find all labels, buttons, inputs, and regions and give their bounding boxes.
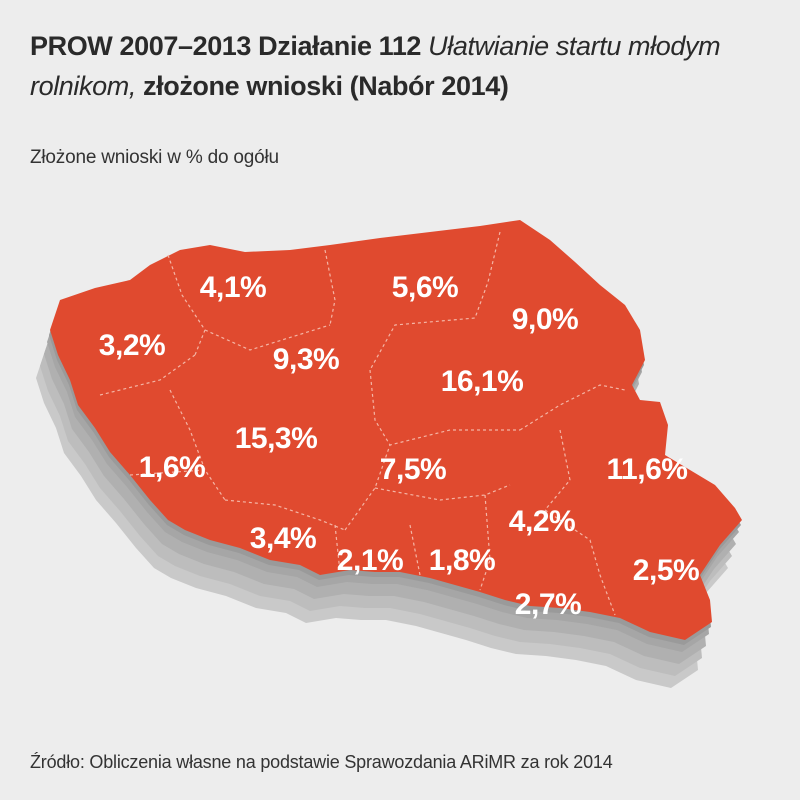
region-label-mazowieckie: 16,1% bbox=[441, 365, 524, 398]
region-label-lubuskie: 3,2% bbox=[99, 329, 165, 362]
region-label-podkarpackie: 2,5% bbox=[633, 554, 699, 587]
map-subtitle: Złożone wnioski w % do ogółu bbox=[30, 147, 279, 168]
region-label-opolskie: 3,4% bbox=[250, 522, 316, 555]
region-label-pomorskie: 5,6% bbox=[392, 271, 458, 304]
region-label-lodzkie: 7,5% bbox=[380, 453, 446, 486]
title-part-3: złożone wnioski (Nabór 2014) bbox=[135, 71, 509, 101]
region-labels: 4,1% 5,6% 9,0% 3,2% 9,3% 16,1% 15,3% 1,6… bbox=[99, 271, 700, 621]
region-label-dolnoslaskie: 1,6% bbox=[139, 451, 205, 484]
region-label-slaskie: 2,1% bbox=[337, 544, 403, 577]
title-part-1: PROW 2007–2013 Działanie 112 bbox=[30, 31, 429, 61]
region-label-podkarpackie-south: 2,7% bbox=[515, 588, 581, 621]
region-borders bbox=[99, 231, 626, 616]
region-label-lubelskie: 11,6% bbox=[607, 453, 688, 486]
region-label-kujawsko-pomorskie: 9,3% bbox=[273, 343, 339, 376]
region-label-malopolskie: 1,8% bbox=[429, 544, 495, 577]
source-note: Źródło: Obliczenia własne na podstawie S… bbox=[30, 752, 613, 772]
title-part-2: Ułatwianie startu młodym rolnikom, bbox=[30, 31, 721, 101]
map-title: PROW 2007–2013 Działanie 112 Ułatwianie … bbox=[30, 26, 770, 106]
region-label-warminsko-mazurskie: 9,0% bbox=[512, 303, 578, 336]
region-label-swietokrzyskie: 4,2% bbox=[509, 505, 575, 538]
region-label-wielkopolskie: 15,3% bbox=[235, 422, 318, 455]
region-label-zachodniopomorskie: 4,1% bbox=[200, 271, 266, 304]
